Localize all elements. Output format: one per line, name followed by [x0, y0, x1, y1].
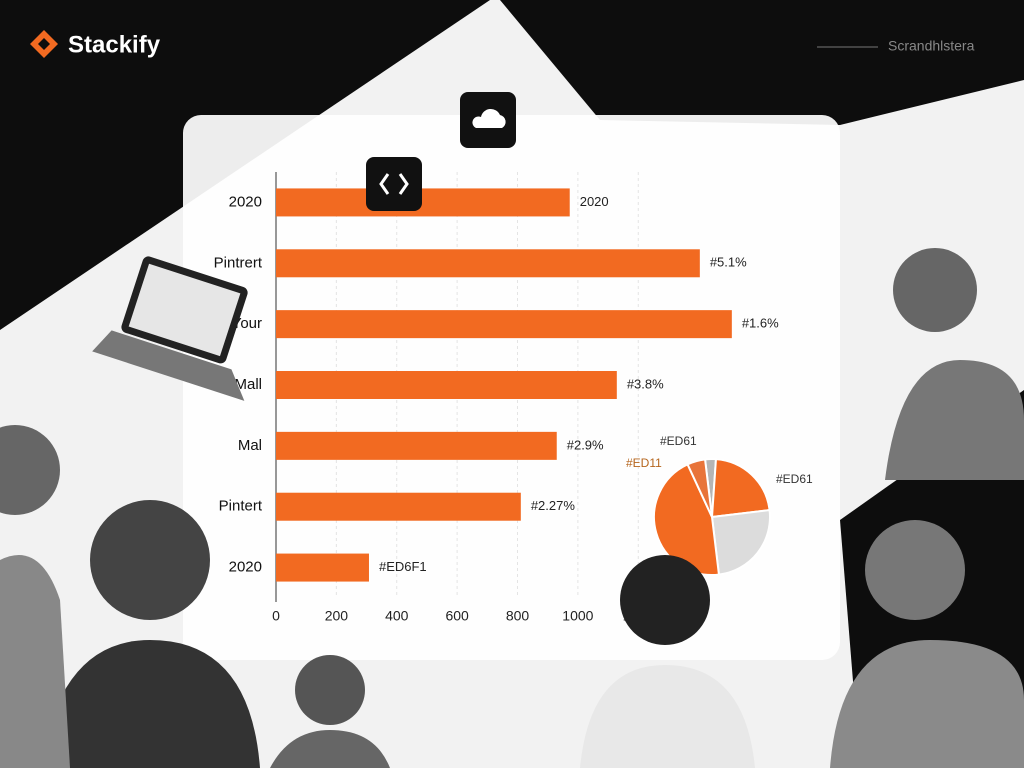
x-tick-label: 1000 [562, 608, 593, 624]
person-body [580, 665, 755, 768]
cloud-icon [460, 92, 516, 148]
person-head [0, 425, 60, 515]
x-tick-label: 0 [272, 608, 280, 624]
bar-label: 2020 [580, 194, 609, 209]
bar-label: #1.6% [742, 316, 779, 331]
cloud [472, 108, 506, 128]
y-tick-label: Pintrert [214, 254, 263, 271]
pie-annotation: #ED61 [660, 434, 697, 448]
bar-label: #2.27% [531, 498, 576, 513]
bar [276, 188, 570, 217]
bar-label: #5.1% [710, 255, 747, 270]
person-head [865, 520, 965, 620]
person-body [40, 640, 260, 768]
bar-label: #2.9% [567, 437, 604, 452]
bar-label: #3.8% [627, 376, 664, 391]
logo: Stackify [30, 30, 161, 58]
y-tick-label: Mall [234, 376, 262, 393]
y-tick-label: 2020 [229, 559, 262, 576]
people [0, 248, 1024, 768]
person-body [270, 730, 390, 768]
code-icon [366, 157, 422, 211]
laptop-base [92, 330, 245, 401]
laptop [92, 256, 248, 401]
person-body [885, 360, 1024, 480]
bar [276, 310, 732, 339]
pie-slice [710, 508, 771, 576]
x-tick-label: 600 [445, 608, 469, 624]
person-head [295, 655, 365, 725]
header-text: Scrandhlstera [888, 38, 975, 54]
y-tick-label: 2020 [229, 193, 262, 210]
person-body [0, 555, 70, 768]
bar-label: #ED6F1 [379, 559, 427, 574]
person-head [893, 248, 977, 332]
code-brackets [379, 173, 409, 195]
x-tick-label: 400 [385, 608, 409, 624]
bar [276, 249, 700, 278]
laptop-display [128, 263, 241, 357]
y-tick-label: Mal [238, 437, 262, 454]
dark-panel [500, 0, 1024, 125]
icon-box [366, 157, 422, 211]
pie-slice [686, 458, 713, 518]
person-head [620, 555, 710, 645]
pie-annotation: #ED11 [626, 456, 662, 470]
pie-slice [710, 458, 771, 519]
bar [276, 492, 521, 521]
bar [276, 431, 557, 460]
bar [276, 553, 369, 582]
x-tick-label: 200 [325, 608, 349, 624]
person-body [830, 640, 1024, 768]
bar [276, 371, 617, 399]
plot: 02004006008001000120020202020Pintrert#5.… [214, 172, 813, 624]
brand: Stackify [68, 31, 161, 58]
logo-icon [38, 38, 50, 50]
y-tick-label: Pintert [219, 498, 263, 515]
x-tick-label: 800 [506, 608, 530, 624]
pie-annotation: #ED61 [776, 472, 813, 486]
person-head [90, 500, 210, 620]
